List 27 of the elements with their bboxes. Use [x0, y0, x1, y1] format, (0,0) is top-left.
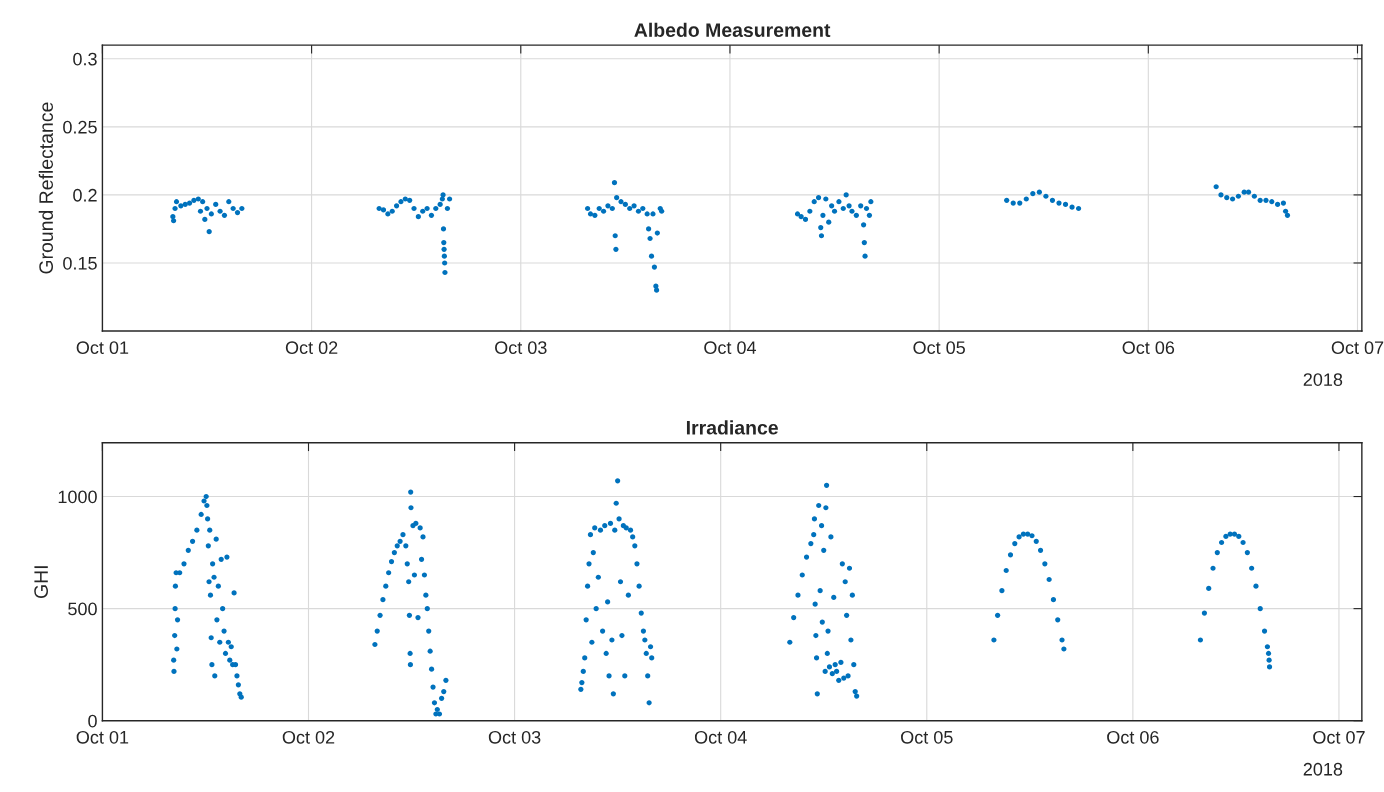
text: 2018: [1303, 373, 1343, 386]
x-tick-label: Oct 06: [1107, 730, 1159, 744]
x-tick-label: Oct 02: [285, 341, 338, 355]
x-tick-label: Oct 04: [704, 341, 757, 355]
x-tick-label: Oct 01: [76, 341, 129, 355]
chart-title: Albedo Measurement: [634, 22, 831, 37]
x-tick-label: Oct 04: [694, 730, 747, 744]
y-tick-label: 0: [88, 714, 97, 728]
x-tick-label: Oct 01: [76, 730, 129, 744]
x-tick-label: Oct 02: [282, 730, 335, 744]
chart-title: Irradiance: [686, 420, 778, 435]
y-tick-label: 1000: [58, 490, 97, 504]
x-tick-label: Oct 03: [488, 730, 541, 744]
x-tick-label: Oct 07: [1313, 730, 1365, 744]
x-tick-label: Oct 05: [901, 730, 953, 744]
x-tick-label: Oct 03: [495, 341, 547, 355]
y-tick-label: 500: [68, 602, 97, 616]
x-tick-label: Oct 05: [913, 341, 965, 355]
y-axis-title: GHI: [34, 566, 48, 599]
y-tick-label: 0.15: [63, 256, 97, 270]
y-tick-label: 0.25: [63, 120, 97, 134]
x-tick-label: Oct 07: [1331, 341, 1384, 355]
y-tick-label: 0.2: [73, 188, 97, 202]
x-tick-label: Oct 06: [1122, 341, 1175, 355]
text: 2018: [1303, 762, 1343, 776]
y-axis-title: Ground Reflectance: [38, 102, 54, 274]
y-tick-label: 0.3: [73, 52, 97, 66]
